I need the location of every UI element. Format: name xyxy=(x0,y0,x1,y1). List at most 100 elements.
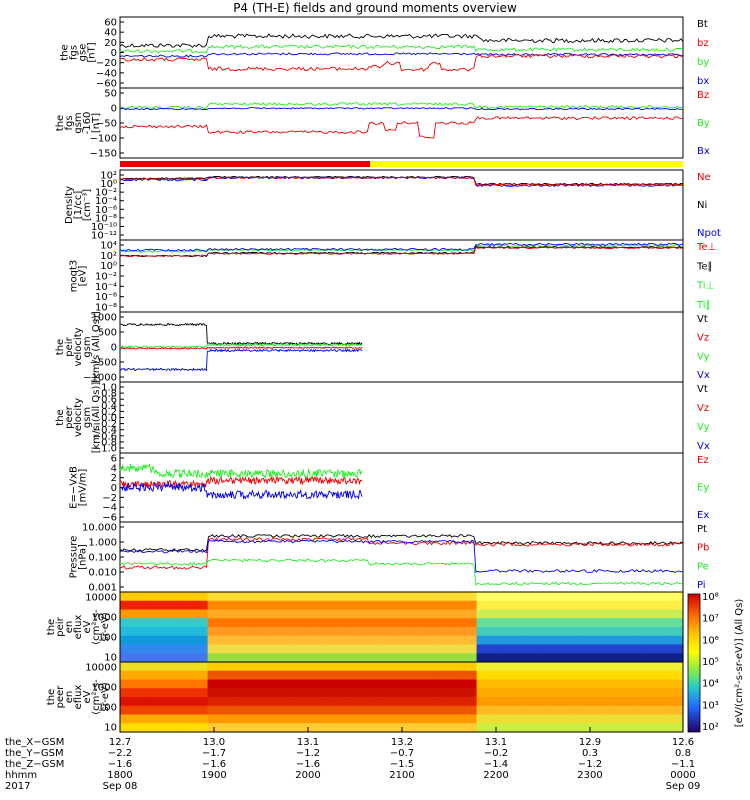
ion-spectrogram-cell xyxy=(451,627,459,637)
ion-spectrogram-cell xyxy=(382,618,390,628)
ion-spectrogram-cell xyxy=(201,635,209,646)
electron-spectrogram-cell xyxy=(626,670,634,681)
ion-spectrogram-cell xyxy=(545,653,553,663)
ion-spectrogram-cell xyxy=(232,600,240,611)
electron-spectrogram-cell xyxy=(451,723,459,733)
electron-spectrogram-cell xyxy=(501,679,509,689)
electron-spectrogram-cell xyxy=(245,705,252,716)
ion-spectrogram-cell xyxy=(338,592,346,602)
ion-spectrogram-cell xyxy=(457,609,465,619)
electron-spectrogram-cell xyxy=(532,679,540,689)
electron-spectrogram-cell xyxy=(313,705,321,716)
legend-Vx: Vx xyxy=(697,370,710,381)
ion-spectrogram-cell xyxy=(620,609,628,619)
ytick-label: 500 xyxy=(98,328,117,339)
electron-spectrogram-cell xyxy=(445,662,453,672)
ion-spectrogram-cell xyxy=(595,644,603,654)
electron-spectrogram-cell xyxy=(507,723,515,733)
electron-spectrogram-cell xyxy=(645,662,653,672)
ion-spectrogram-cell xyxy=(132,644,140,654)
electron-spectrogram-cell xyxy=(238,679,246,689)
electron-spectrogram-cell xyxy=(270,723,277,733)
ion-spectrogram-cell xyxy=(270,635,277,646)
electron-spectrogram-cell xyxy=(132,714,140,724)
electron-spectrogram-cell xyxy=(414,697,421,707)
electron-spectrogram-cell xyxy=(220,697,227,707)
ion-spectrogram-cell xyxy=(601,635,609,646)
electron-spectrogram-cell xyxy=(345,723,353,733)
electron-spectrogram-cell xyxy=(514,723,521,733)
electron-spectrogram-cell xyxy=(539,697,546,707)
electron-spectrogram-cell xyxy=(664,670,672,681)
ion-spectrogram-cell xyxy=(539,609,546,619)
electron-spectrogram-cell xyxy=(470,662,478,672)
ion-spectrogram-cell xyxy=(313,635,321,646)
ion-spectrogram-cell xyxy=(595,609,603,619)
electron-spectrogram-cell xyxy=(445,679,453,689)
ion-spectrogram-cell xyxy=(151,609,159,619)
ytick-label: 10⁻⁶ xyxy=(95,292,117,303)
electron-spectrogram-cell xyxy=(238,688,246,698)
series-Vz-peir xyxy=(119,346,363,350)
ion-spectrogram-cell xyxy=(545,600,553,611)
electron-spectrogram-cell xyxy=(220,679,227,689)
electron-spectrogram-cell xyxy=(407,670,415,681)
ytick-label: 0.100 xyxy=(88,553,117,564)
electron-spectrogram-cell xyxy=(451,679,459,689)
ytick-label: 0.001 xyxy=(88,583,117,594)
ion-spectrogram-cell xyxy=(332,609,340,619)
electron-spectrogram-cell xyxy=(451,670,459,681)
electron-spectrogram-cell xyxy=(245,688,252,698)
electron-spectrogram-cell xyxy=(276,679,284,689)
ylabel-line: en xyxy=(64,691,75,704)
electron-spectrogram-cell xyxy=(176,662,184,672)
colorbar xyxy=(687,593,701,733)
ytick-label: 0.010 xyxy=(88,568,117,579)
ion-spectrogram-cell xyxy=(614,644,622,654)
electron-spectrogram-cell xyxy=(370,679,378,689)
ion-spectrogram-cell xyxy=(257,618,265,628)
ion-spectrogram-cell xyxy=(351,644,359,654)
electron-spectrogram-cell xyxy=(501,670,509,681)
legend-Pb: Pb xyxy=(697,543,709,554)
ion-spectrogram-cell xyxy=(582,600,590,611)
ion-spectrogram-cell xyxy=(532,609,540,619)
electron-spectrogram-cell xyxy=(420,679,428,689)
electron-spectrogram-cell xyxy=(320,662,328,672)
ion-spectrogram-cell xyxy=(589,635,597,646)
xaxis-value: 1900 xyxy=(201,770,226,781)
ion-spectrogram-cell xyxy=(457,635,465,646)
legend-Vz: Vz xyxy=(697,333,709,344)
electron-spectrogram-cell xyxy=(470,705,478,716)
ion-spectrogram-cell xyxy=(470,635,478,646)
electron-spectrogram-cell xyxy=(245,670,252,681)
electron-spectrogram-cell xyxy=(195,705,202,716)
ion-spectrogram-cell xyxy=(226,592,234,602)
electron-spectrogram-cell xyxy=(157,697,165,707)
electron-spectrogram-cell xyxy=(288,697,296,707)
electron-spectrogram-cell xyxy=(232,723,240,733)
ion-spectrogram-cell xyxy=(270,644,277,654)
electron-spectrogram-cell xyxy=(645,670,653,681)
ion-spectrogram-cell xyxy=(539,644,546,654)
electron-spectrogram-cell xyxy=(664,688,672,698)
ion-spectrogram-cell xyxy=(151,618,159,628)
electron-spectrogram-cell xyxy=(282,662,290,672)
electron-spectrogram-cell xyxy=(551,688,559,698)
ion-spectrogram-cell xyxy=(614,609,622,619)
ion-spectrogram-cell xyxy=(520,618,528,628)
ion-spectrogram-cell xyxy=(576,592,584,602)
electron-spectrogram-cell xyxy=(414,723,421,733)
ion-spectrogram-cell xyxy=(295,627,303,637)
ion-spectrogram-cell xyxy=(520,635,528,646)
ion-spectrogram-cell xyxy=(151,644,159,654)
electron-spectrogram-cell xyxy=(632,688,640,698)
electron-spectrogram-cell xyxy=(570,723,578,733)
ion-spectrogram-cell xyxy=(657,627,665,637)
ion-spectrogram-cell xyxy=(282,600,290,611)
ion-spectrogram-cell xyxy=(288,609,296,619)
electron-spectrogram-cell xyxy=(138,670,146,681)
ion-spectrogram-cell xyxy=(138,600,146,611)
electron-spectrogram-cell xyxy=(238,714,246,724)
electron-spectrogram-cell xyxy=(207,705,215,716)
